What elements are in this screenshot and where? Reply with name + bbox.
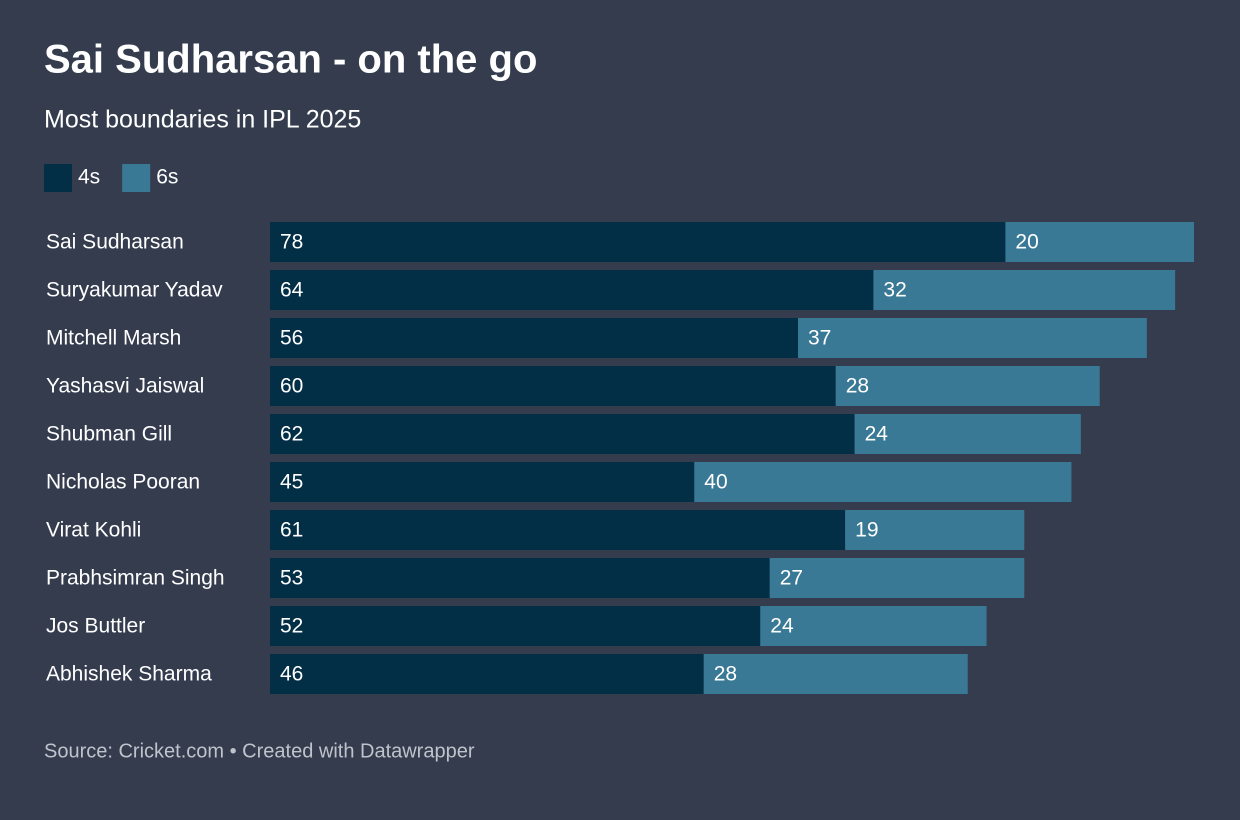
value-label: 62 [280, 423, 303, 446]
value-label: 20 [1015, 231, 1038, 254]
y-tick-label: Prabhsimran Singh [46, 567, 225, 590]
legend-swatch [44, 164, 72, 192]
y-tick-label: Sai Sudharsan [46, 231, 184, 254]
value-label: 32 [883, 279, 906, 302]
bar-segment [270, 414, 855, 454]
value-label: 78 [280, 231, 303, 254]
chart-title: Sai Sudharsan - on the go [44, 38, 537, 82]
value-label: 19 [855, 519, 878, 542]
bar-segment [694, 462, 1072, 502]
legend-swatch [122, 164, 151, 192]
y-tick-label: Nicholas Pooran [46, 471, 200, 494]
bar-segment [270, 366, 836, 406]
y-tick-label: Mitchell Marsh [46, 327, 181, 350]
bar-segment [270, 606, 761, 646]
bar-segment [760, 606, 987, 646]
value-label: 27 [780, 567, 803, 590]
value-label: 24 [865, 423, 889, 446]
y-tick-label: Virat Kohli [46, 519, 141, 542]
bar-segment [845, 510, 1025, 550]
y-tick-label: Yashasvi Jaiswal [46, 375, 204, 398]
bar-segment [854, 414, 1081, 454]
bar-segment [270, 510, 846, 550]
value-label: 56 [280, 327, 303, 350]
bar-segment [703, 654, 968, 694]
y-tick-label: Suryakumar Yadav [46, 279, 223, 302]
source: Source: Cricket.com • Created with Dataw… [44, 740, 475, 762]
value-label: 53 [280, 567, 303, 590]
value-label: 28 [714, 663, 737, 686]
y-tick-label: Abhishek Sharma [46, 663, 212, 686]
value-label: 45 [280, 471, 303, 494]
value-label: 52 [280, 615, 303, 638]
value-label: 46 [280, 663, 303, 686]
value-label: 64 [280, 279, 304, 302]
y-tick-label: Jos Buttler [46, 615, 145, 638]
value-label: 60 [280, 375, 303, 398]
bar-segment [798, 318, 1147, 358]
bar-segment [835, 366, 1100, 406]
value-label: 40 [704, 471, 727, 494]
bar-segment [873, 270, 1176, 310]
bar-segment [270, 654, 704, 694]
value-label: 61 [280, 519, 303, 542]
bar-segment [270, 558, 770, 598]
y-tick-label: Shubman Gill [46, 423, 172, 446]
value-label: 28 [846, 375, 869, 398]
value-label: 24 [770, 615, 794, 638]
bar-segment [270, 222, 1006, 262]
bar-segment [270, 318, 798, 358]
bar-segment [769, 558, 1025, 598]
value-label: 37 [808, 327, 831, 350]
bar-segment [270, 462, 695, 502]
chart-subtitle: Most boundaries in IPL 2025 [44, 106, 361, 134]
bar-segment [270, 270, 874, 310]
bar-segment [1005, 222, 1194, 262]
legend-label: 6s [156, 166, 178, 189]
legend-label: 4s [78, 166, 100, 189]
